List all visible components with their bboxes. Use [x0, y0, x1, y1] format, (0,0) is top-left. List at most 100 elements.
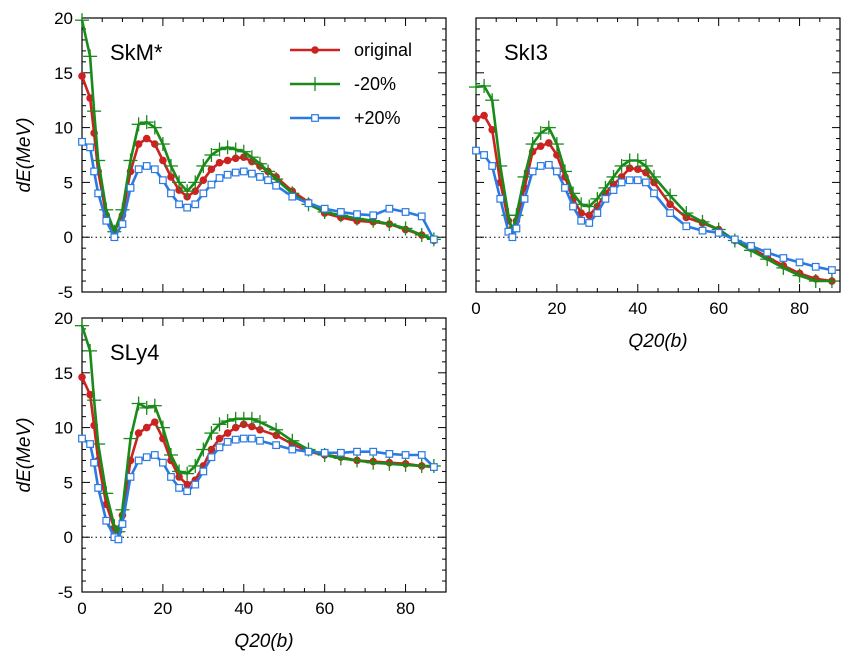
data-point — [163, 448, 178, 462]
data-point — [625, 176, 634, 185]
data-point — [695, 214, 710, 229]
x-tick-label: 40 — [234, 599, 253, 618]
data-point — [261, 164, 276, 179]
data-point — [633, 176, 642, 185]
panel-title: SkM* — [110, 40, 163, 65]
data-point — [795, 258, 804, 267]
series-line — [80, 75, 435, 242]
legend: original -20% +20% — [290, 40, 412, 128]
data-point — [110, 233, 119, 242]
data-point — [288, 445, 297, 454]
data-point — [188, 175, 203, 190]
data-point — [417, 451, 426, 459]
data-point — [256, 173, 264, 181]
data-point — [167, 473, 175, 481]
data-point — [585, 219, 594, 227]
y-tick-label: 0 — [64, 228, 73, 247]
data-point — [577, 216, 586, 225]
data-point — [533, 126, 548, 141]
data-point — [142, 423, 151, 432]
data-point — [369, 211, 378, 220]
data-point — [828, 266, 836, 274]
data-point — [199, 189, 208, 198]
series-line — [80, 376, 435, 534]
data-point — [172, 464, 187, 479]
y-axis-label: dE(MeV) — [14, 418, 35, 493]
data-point — [429, 235, 438, 244]
data-point — [78, 72, 86, 80]
data-point — [196, 158, 211, 173]
data-point — [488, 162, 497, 170]
data-point — [808, 274, 823, 289]
data-point — [469, 80, 483, 95]
data-point — [215, 158, 224, 167]
data-point — [606, 169, 621, 184]
data-point — [398, 457, 413, 472]
data-point — [252, 415, 267, 430]
data-point — [609, 186, 618, 194]
data-point — [496, 194, 505, 203]
data-point — [304, 447, 313, 456]
data-point — [199, 467, 208, 476]
data-point — [601, 194, 610, 203]
data-point — [252, 156, 267, 171]
data-point — [134, 140, 143, 148]
data-point — [528, 167, 537, 176]
data-point — [698, 226, 707, 235]
data-point — [614, 158, 629, 173]
data-point — [541, 120, 556, 135]
data-point — [256, 436, 264, 445]
data-point — [247, 169, 256, 178]
data-point — [86, 440, 94, 448]
data-point — [747, 242, 755, 250]
panel-title: SLy4 — [110, 340, 159, 365]
data-point — [223, 170, 232, 179]
data-point — [87, 104, 102, 119]
data-point — [204, 426, 219, 441]
data-point — [102, 516, 111, 525]
data-point — [730, 235, 739, 244]
panel-top-right: 0 20 40 60 80 Q20(b) SkI3 — [469, 17, 841, 352]
data-point — [414, 458, 429, 473]
x-tick-label: 20 — [153, 599, 172, 618]
data-point — [244, 411, 259, 426]
data-point — [131, 117, 146, 132]
data-point — [646, 169, 661, 184]
data-point — [228, 142, 243, 157]
data-point — [172, 175, 187, 190]
series-line — [81, 437, 435, 541]
data-point — [429, 463, 438, 471]
y-tick-label: 5 — [64, 473, 73, 492]
data-point — [472, 115, 480, 123]
series-1 — [469, 78, 839, 289]
data-point — [811, 262, 820, 271]
data-point — [215, 434, 224, 443]
data-point — [776, 260, 791, 275]
data-point — [417, 212, 426, 221]
data-point — [311, 46, 319, 54]
data-point — [167, 173, 175, 181]
data-point — [239, 434, 248, 443]
data-point — [142, 134, 151, 143]
data-point — [520, 194, 529, 203]
data-point — [134, 456, 143, 465]
data-point — [131, 396, 146, 411]
data-point — [126, 473, 135, 481]
x-tick-label: 20 — [547, 299, 566, 318]
data-point — [714, 228, 723, 237]
data-point — [630, 153, 645, 168]
data-point — [536, 162, 545, 170]
x-axis-label: Q20(b) — [234, 631, 293, 652]
data-point — [150, 165, 159, 174]
data-point — [86, 143, 94, 152]
data-point — [118, 520, 127, 528]
legend-label: +20% — [354, 108, 401, 128]
x-tick-label: 60 — [315, 599, 334, 618]
data-point — [663, 188, 678, 203]
data-point — [147, 120, 162, 135]
data-point — [617, 178, 626, 187]
panel-top-left: -5 0 5 10 15 20 dE(MeV) SkM* original -20% +20% — [14, 9, 447, 302]
data-point — [682, 222, 691, 231]
data-point — [272, 441, 281, 450]
data-point — [123, 431, 138, 446]
